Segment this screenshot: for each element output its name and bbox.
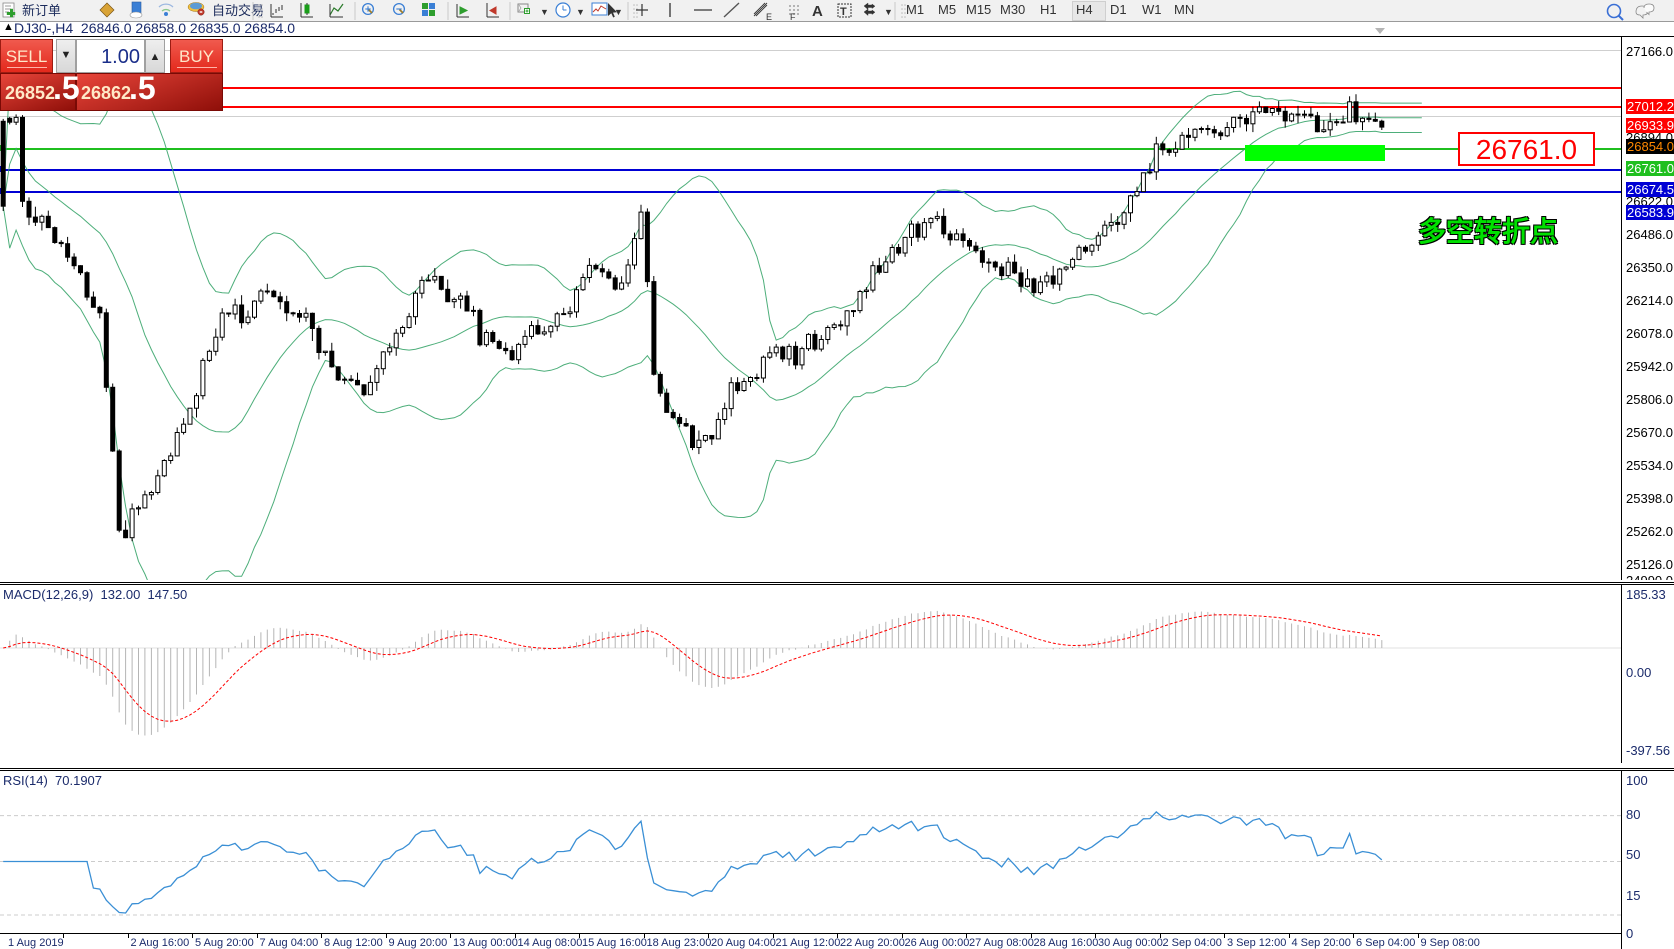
svg-text:自动交易: 自动交易 bbox=[212, 3, 264, 18]
svg-text:▼: ▼ bbox=[884, 7, 893, 17]
svg-text:T: T bbox=[840, 6, 847, 18]
svg-text:▼: ▼ bbox=[540, 7, 549, 17]
svg-text:A: A bbox=[812, 3, 823, 20]
svg-text:E: E bbox=[766, 12, 772, 22]
svg-text:▼: ▼ bbox=[576, 7, 585, 17]
svg-text:F: F bbox=[790, 12, 796, 22]
svg-text:新订单: 新订单 bbox=[22, 3, 61, 18]
